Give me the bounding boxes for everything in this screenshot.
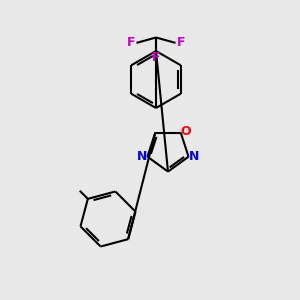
Text: N: N: [137, 150, 147, 163]
Text: F: F: [127, 36, 135, 50]
Text: O: O: [181, 125, 191, 138]
Text: F: F: [177, 36, 185, 50]
Text: F: F: [152, 51, 160, 64]
Text: N: N: [189, 150, 199, 163]
